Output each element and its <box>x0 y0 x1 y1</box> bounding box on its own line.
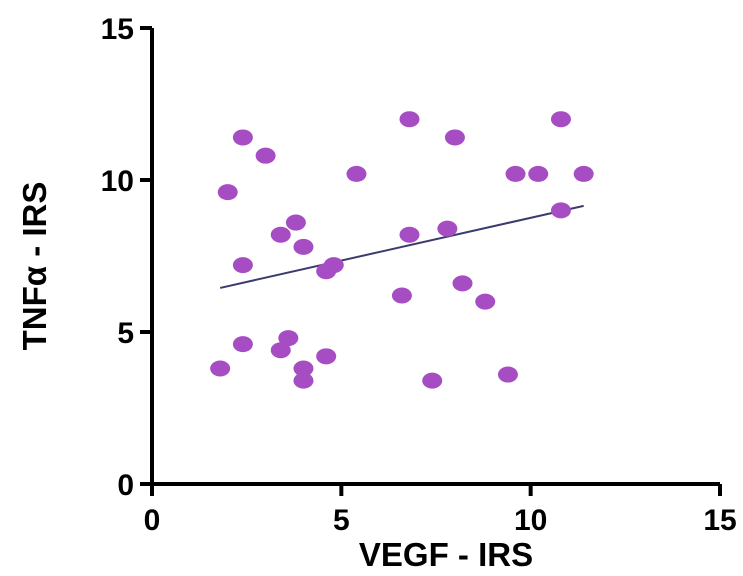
data-point <box>528 165 549 182</box>
y-axis-title: TNFα - IRS <box>16 182 53 351</box>
data-point <box>210 360 231 377</box>
data-point <box>293 372 314 389</box>
data-point <box>437 220 458 237</box>
x-tick-label: 0 <box>144 504 161 537</box>
data-point <box>293 360 314 377</box>
y-tick-label: 15 <box>101 13 134 46</box>
data-point <box>232 257 253 274</box>
data-point <box>497 366 518 383</box>
data-point <box>505 165 526 182</box>
trend-line <box>219 204 584 289</box>
data-point <box>550 111 571 128</box>
data-point <box>323 257 344 274</box>
y-tick-label: 10 <box>101 165 134 198</box>
x-axis-title: VEGF - IRS <box>359 536 533 573</box>
data-point <box>550 202 571 219</box>
data-point <box>270 226 291 243</box>
y-tick-label: 0 <box>117 469 134 502</box>
data-point <box>399 226 420 243</box>
data-points <box>210 111 594 389</box>
data-point <box>452 275 473 292</box>
x-tick-label: 15 <box>703 504 736 537</box>
data-point <box>293 238 314 255</box>
x-tick-label: 10 <box>514 504 547 537</box>
y-tick-label: 5 <box>117 317 134 350</box>
data-point <box>399 111 420 128</box>
data-point <box>573 165 594 182</box>
x-tick-label: 5 <box>333 504 350 537</box>
axes <box>150 28 720 486</box>
data-point <box>217 184 238 201</box>
y-axis-ticks: 0 5 10 15 <box>101 13 152 502</box>
data-point <box>255 147 276 164</box>
data-point <box>475 293 496 310</box>
data-point <box>316 348 337 365</box>
data-point <box>232 129 253 146</box>
data-point <box>270 342 291 359</box>
data-point <box>391 287 412 304</box>
data-point <box>346 165 367 182</box>
data-point <box>278 330 299 347</box>
data-point <box>422 372 443 389</box>
data-point <box>232 336 253 353</box>
data-point <box>444 129 465 146</box>
data-point <box>285 214 306 231</box>
x-axis-ticks: 0 5 10 15 <box>144 484 737 537</box>
